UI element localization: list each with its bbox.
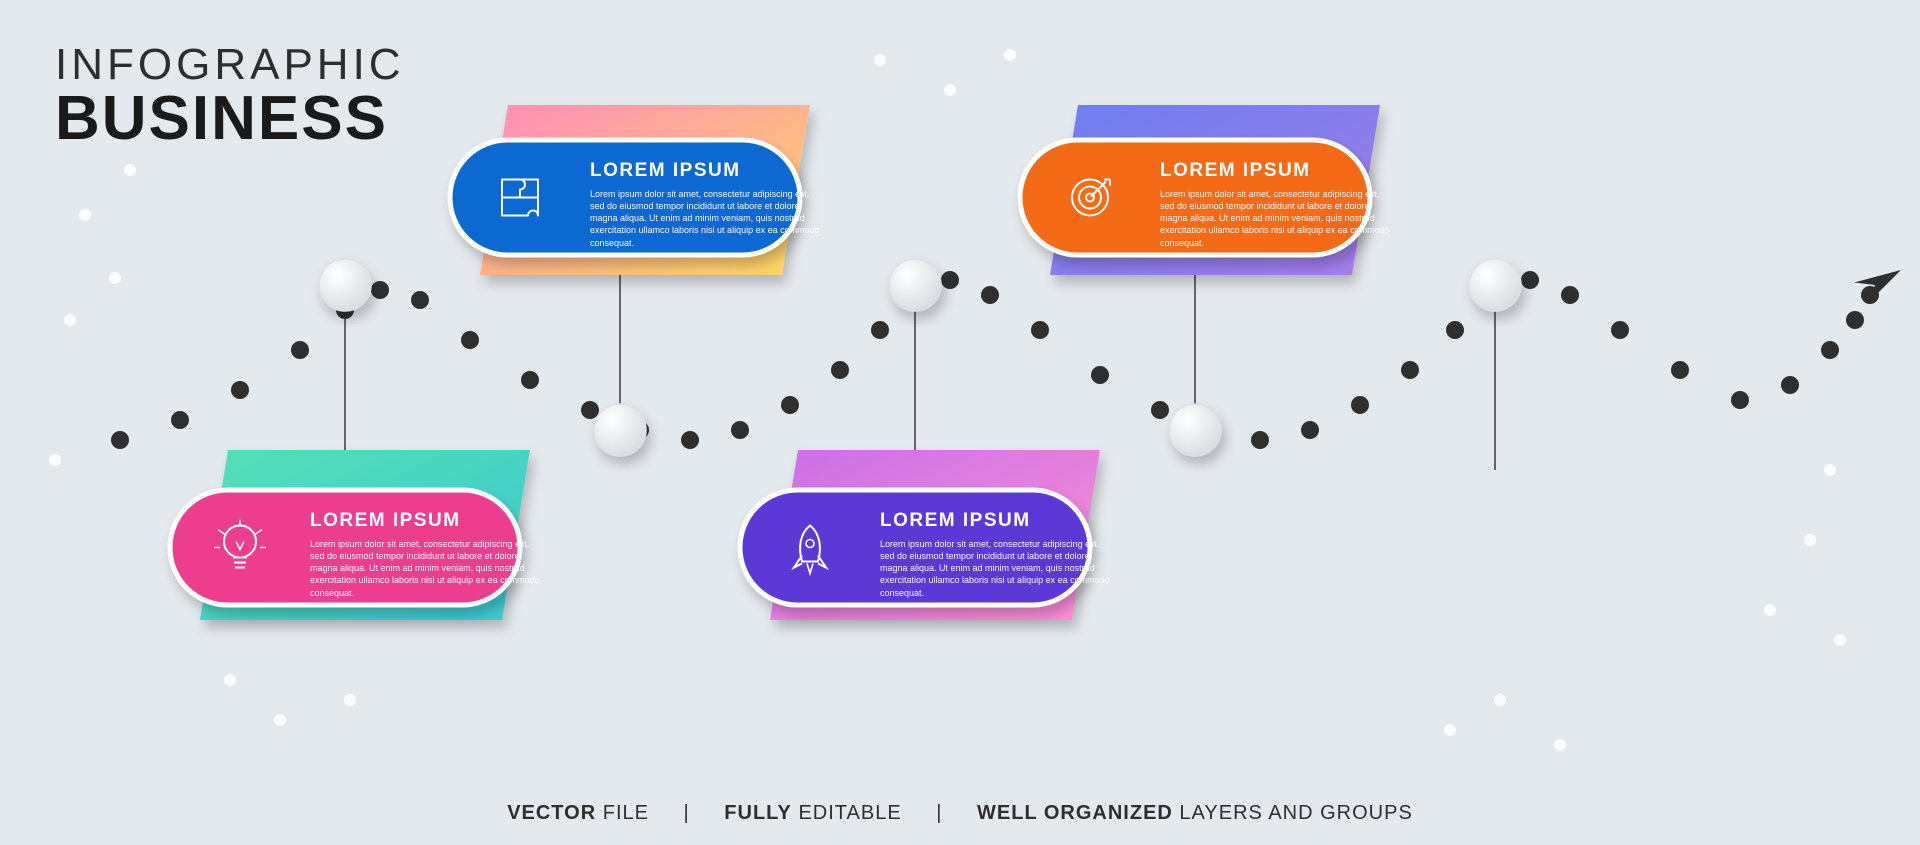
- wave-dot: [1821, 341, 1839, 359]
- wave-dot: [1781, 376, 1799, 394]
- wave-dot: [1091, 366, 1109, 384]
- deco-dot: [1444, 724, 1456, 736]
- deco-dot: [224, 674, 236, 686]
- deco-dot: [1494, 694, 1506, 706]
- deco-dot: [944, 84, 956, 96]
- wave-dot: [291, 341, 309, 359]
- deco-dot: [344, 694, 356, 706]
- wave-dot: [781, 396, 799, 414]
- card-pill: [740, 490, 1090, 605]
- wave-dot: [1561, 286, 1579, 304]
- wave-dot: [1846, 311, 1864, 329]
- wave-dot: [681, 431, 699, 449]
- wave-dot: [941, 271, 959, 289]
- wave-dot: [1031, 321, 1049, 339]
- deco-dot: [1554, 739, 1566, 751]
- wave-dot: [1731, 391, 1749, 409]
- deco-dot: [1804, 534, 1816, 546]
- deco-dot: [124, 164, 136, 176]
- timeline-node: [319, 259, 371, 311]
- wave-dot: [1401, 361, 1419, 379]
- deco-dot: [274, 714, 286, 726]
- deco-dot: [1764, 604, 1776, 616]
- wave-dot: [1151, 401, 1169, 419]
- wave-dot: [871, 321, 889, 339]
- deco-dot: [874, 54, 886, 66]
- wave-dot: [461, 331, 479, 349]
- wave-dot: [1351, 396, 1369, 414]
- wave-dot: [981, 286, 999, 304]
- card-pill: [170, 490, 520, 605]
- wave-dot: [111, 431, 129, 449]
- deco-dot: [109, 272, 121, 284]
- wave-dot: [411, 291, 429, 309]
- wave-dot: [171, 411, 189, 429]
- deco-dot: [1004, 49, 1016, 61]
- infographic-canvas: [0, 0, 1920, 845]
- deco-dot: [79, 209, 91, 221]
- wave-dot: [1521, 271, 1539, 289]
- wave-dot: [1301, 421, 1319, 439]
- wave-dot: [371, 281, 389, 299]
- wave-dot: [1611, 321, 1629, 339]
- wave-dot: [731, 421, 749, 439]
- deco-dot: [49, 454, 61, 466]
- wave-dot: [521, 371, 539, 389]
- deco-dot: [64, 314, 76, 326]
- timeline-node: [594, 404, 646, 456]
- timeline-node: [1169, 404, 1221, 456]
- wave-dot: [831, 361, 849, 379]
- timeline-node: [889, 259, 941, 311]
- deco-dot: [1824, 464, 1836, 476]
- deco-dot: [1834, 634, 1846, 646]
- wave-dot: [231, 381, 249, 399]
- wave-dot: [581, 401, 599, 419]
- wave-dot: [1446, 321, 1464, 339]
- wave-dot: [1251, 431, 1269, 449]
- timeline-node: [1469, 259, 1521, 311]
- wave-dot: [1671, 361, 1689, 379]
